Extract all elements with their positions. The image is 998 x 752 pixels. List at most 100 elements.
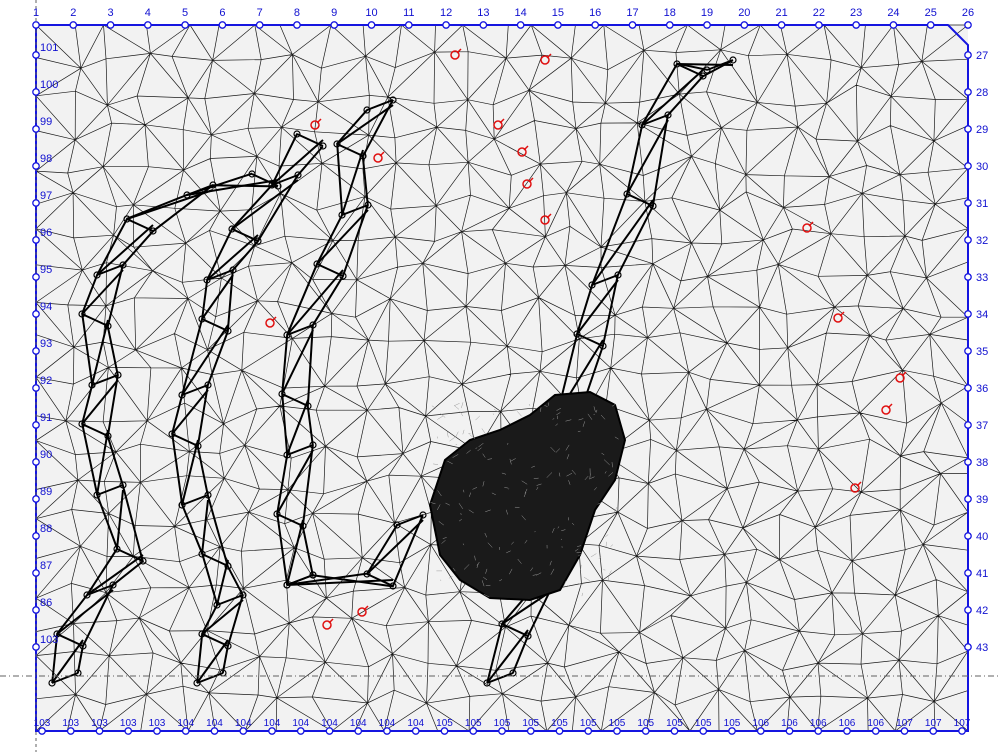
- mesh-node: [198, 630, 206, 638]
- boundary-node: [964, 51, 972, 59]
- well-icon: [450, 48, 462, 60]
- boundary-label: 104: [321, 718, 338, 729]
- boundary-label: 43: [976, 642, 988, 654]
- boundary-label: 24: [887, 7, 899, 19]
- feature-band-diagonal: [116, 489, 124, 550]
- feature-band-edge: [171, 133, 299, 683]
- boundary-node: [964, 199, 972, 207]
- boundary-node: [964, 273, 972, 281]
- mesh-node: [204, 491, 212, 499]
- mesh-node: [364, 201, 372, 209]
- mesh-node: [78, 420, 86, 428]
- boundary-node: [383, 727, 391, 735]
- feature-band-diagonal: [181, 439, 199, 506]
- boundary-node: [591, 21, 600, 29]
- mesh-node: [389, 96, 397, 104]
- boundary-label: 105: [695, 718, 712, 729]
- boundary-label: 104: [264, 718, 281, 729]
- feature-band-link: [231, 228, 259, 242]
- mesh-node: [183, 191, 191, 199]
- mesh-node: [588, 281, 596, 289]
- mesh-node: [309, 441, 317, 449]
- mesh-node: [88, 381, 96, 389]
- boundary-node: [95, 727, 104, 735]
- mesh-node: [113, 545, 121, 553]
- boundary-node: [32, 421, 40, 429]
- well-icon: [522, 177, 534, 189]
- mesh-node: [213, 601, 221, 609]
- feature-band-link: [316, 263, 344, 277]
- mesh-node: [359, 152, 367, 160]
- refined-mesh-region: [428, 390, 627, 602]
- feature-band-link: [296, 133, 324, 147]
- mesh-node: [139, 557, 147, 565]
- boundary-label: 97: [40, 190, 52, 202]
- mesh-node: [123, 215, 131, 223]
- boundary-label: 19: [701, 7, 713, 19]
- mesh-node: [339, 272, 347, 280]
- boundary-node: [516, 21, 525, 29]
- boundary-node: [411, 727, 420, 735]
- mesh-node: [194, 442, 202, 450]
- boundary-node: [785, 727, 794, 735]
- mesh-node: [483, 679, 491, 687]
- boundary-label: 39: [976, 494, 988, 506]
- boundary-label: 11: [403, 7, 414, 19]
- boundary-node: [239, 727, 248, 735]
- mesh-node: [419, 511, 427, 519]
- feature-band-link: [281, 393, 309, 407]
- feature-band-link: [91, 374, 119, 386]
- well-markers: [265, 48, 907, 630]
- boundary-node: [498, 727, 506, 735]
- feature-band-link: [81, 423, 109, 437]
- boundary-label: 107: [954, 718, 971, 729]
- boundary-node: [964, 125, 972, 133]
- boundary-label: 96: [40, 227, 52, 239]
- boundary-label: 23: [850, 7, 862, 19]
- boundary-label: 93: [40, 338, 52, 350]
- boundary-label: 13: [477, 7, 489, 19]
- feature-band-diagonal: [271, 139, 324, 186]
- boundary-node: [106, 21, 115, 29]
- boundary-node: [871, 727, 880, 735]
- boundary-label: 7: [257, 7, 263, 19]
- feature-band-link: [286, 324, 314, 336]
- boundary-label: 104: [407, 718, 424, 729]
- boundary-label: 88: [40, 523, 52, 535]
- boundary-node: [181, 727, 190, 735]
- boundary-node: [440, 727, 449, 735]
- boundary-node: [32, 532, 40, 540]
- mesh-node: [229, 266, 237, 274]
- boundary-node: [929, 727, 938, 735]
- well-icon: [517, 145, 529, 157]
- boundary-label: 103: [149, 718, 166, 729]
- boundary-label: 90: [40, 449, 52, 461]
- mesh-node: [178, 391, 186, 399]
- mesh-node: [224, 562, 232, 570]
- boundary-node: [479, 21, 488, 29]
- boundary-node: [814, 727, 823, 735]
- boundary-node: [699, 727, 708, 735]
- mesh-node: [149, 227, 157, 235]
- well-icon: [357, 605, 369, 617]
- boundary-label: 101: [40, 42, 58, 54]
- boundary-node: [526, 727, 535, 735]
- boundary-node: [665, 21, 674, 29]
- boundary-label: 14: [515, 7, 527, 19]
- feature-band-diagonal: [181, 324, 229, 396]
- mesh-node: [53, 630, 61, 638]
- refined-region-detail: [430, 402, 619, 598]
- feature-band-link: [171, 433, 199, 447]
- boundary-node: [32, 273, 40, 281]
- boundary-node: [296, 727, 305, 735]
- feature-band-link: [341, 204, 369, 216]
- boundary-label: 41: [976, 568, 988, 580]
- boundary-label: 18: [664, 7, 676, 19]
- boundary-label: 21: [775, 7, 787, 19]
- boundary-node: [404, 21, 413, 29]
- boundary-node: [703, 21, 711, 29]
- boundary-label: 105: [666, 718, 683, 729]
- feature-band-diagonal: [286, 399, 309, 456]
- mesh-node: [78, 310, 86, 318]
- boundary-node: [32, 569, 40, 577]
